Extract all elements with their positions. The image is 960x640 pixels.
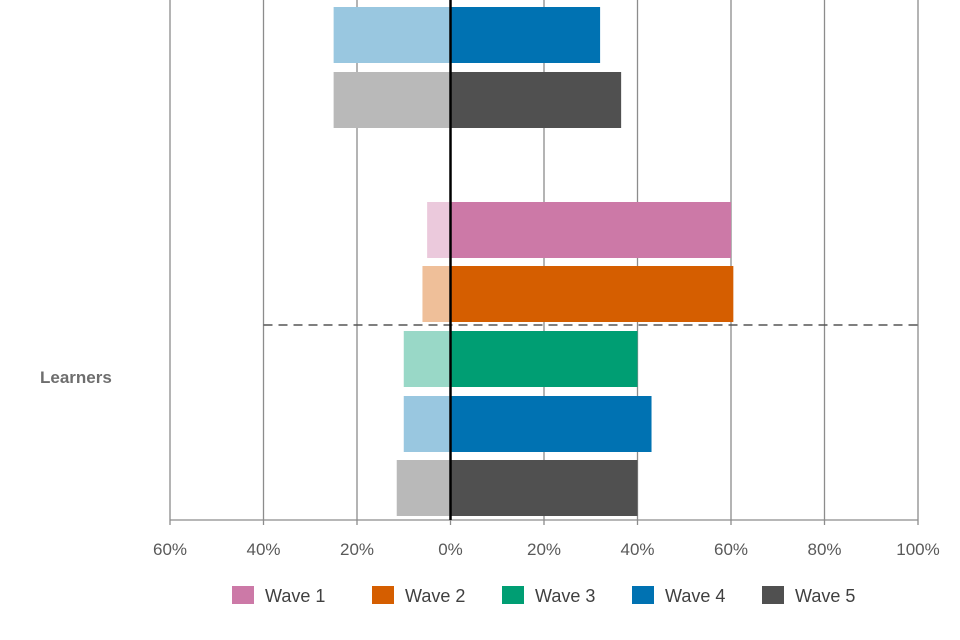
legend-label-wave-1: Wave 1 bbox=[265, 586, 325, 606]
legend-label-wave-5: Wave 5 bbox=[795, 586, 855, 606]
category-label-1: Learners bbox=[40, 368, 112, 387]
bar-neg-group0-wave-5 bbox=[333, 72, 451, 128]
legend-swatch-wave-3 bbox=[502, 586, 524, 604]
bar-pos-group0-wave-5 bbox=[450, 72, 622, 128]
bar-neg-group1-wave-5 bbox=[396, 460, 451, 516]
bar-pos-group1-wave-3 bbox=[450, 331, 638, 387]
legend-label-wave-2: Wave 2 bbox=[405, 586, 465, 606]
x-tick-label-3: 0% bbox=[438, 540, 463, 559]
bar-pos-group1-wave-5 bbox=[450, 460, 638, 516]
legend-swatch-wave-5 bbox=[762, 586, 784, 604]
legend-label-wave-3: Wave 3 bbox=[535, 586, 595, 606]
bar-neg-group1-wave-2 bbox=[422, 266, 451, 322]
x-tick-label-1: 40% bbox=[246, 540, 280, 559]
bar-pos-group1-wave-1 bbox=[450, 202, 731, 258]
x-tick-label-2: 20% bbox=[340, 540, 374, 559]
category-labels: Learners bbox=[40, 368, 112, 387]
bar-neg-group1-wave-1 bbox=[427, 202, 451, 258]
bar-pos-group1-wave-2 bbox=[450, 266, 734, 322]
legend-swatch-wave-1 bbox=[232, 586, 254, 604]
bar-pos-group0-wave-4 bbox=[450, 7, 601, 63]
legend: Wave 1 Wave 2 Wave 3 Wave 4 Wave 5 bbox=[232, 586, 855, 606]
bar-neg-group1-wave-3 bbox=[403, 331, 451, 387]
x-tick-label-4: 20% bbox=[527, 540, 561, 559]
x-tick-label-5: 40% bbox=[620, 540, 654, 559]
x-tick-label-7: 80% bbox=[807, 540, 841, 559]
bars bbox=[333, 7, 734, 516]
x-axis-tick-labels: 60% 40% 20% 0% 20% 40% 60% 80% 100% bbox=[153, 540, 940, 559]
x-tick-label-8: 100% bbox=[896, 540, 939, 559]
legend-swatch-wave-4 bbox=[632, 586, 654, 604]
x-tick-label-6: 60% bbox=[714, 540, 748, 559]
bar-neg-group0-wave-4 bbox=[333, 7, 451, 63]
bar-pos-group1-wave-4 bbox=[450, 396, 652, 452]
legend-label-wave-4: Wave 4 bbox=[665, 586, 725, 606]
bar-neg-group1-wave-4 bbox=[403, 396, 451, 452]
legend-swatch-wave-2 bbox=[372, 586, 394, 604]
axes bbox=[169, 0, 919, 525]
x-tick-label-0: 60% bbox=[153, 540, 187, 559]
